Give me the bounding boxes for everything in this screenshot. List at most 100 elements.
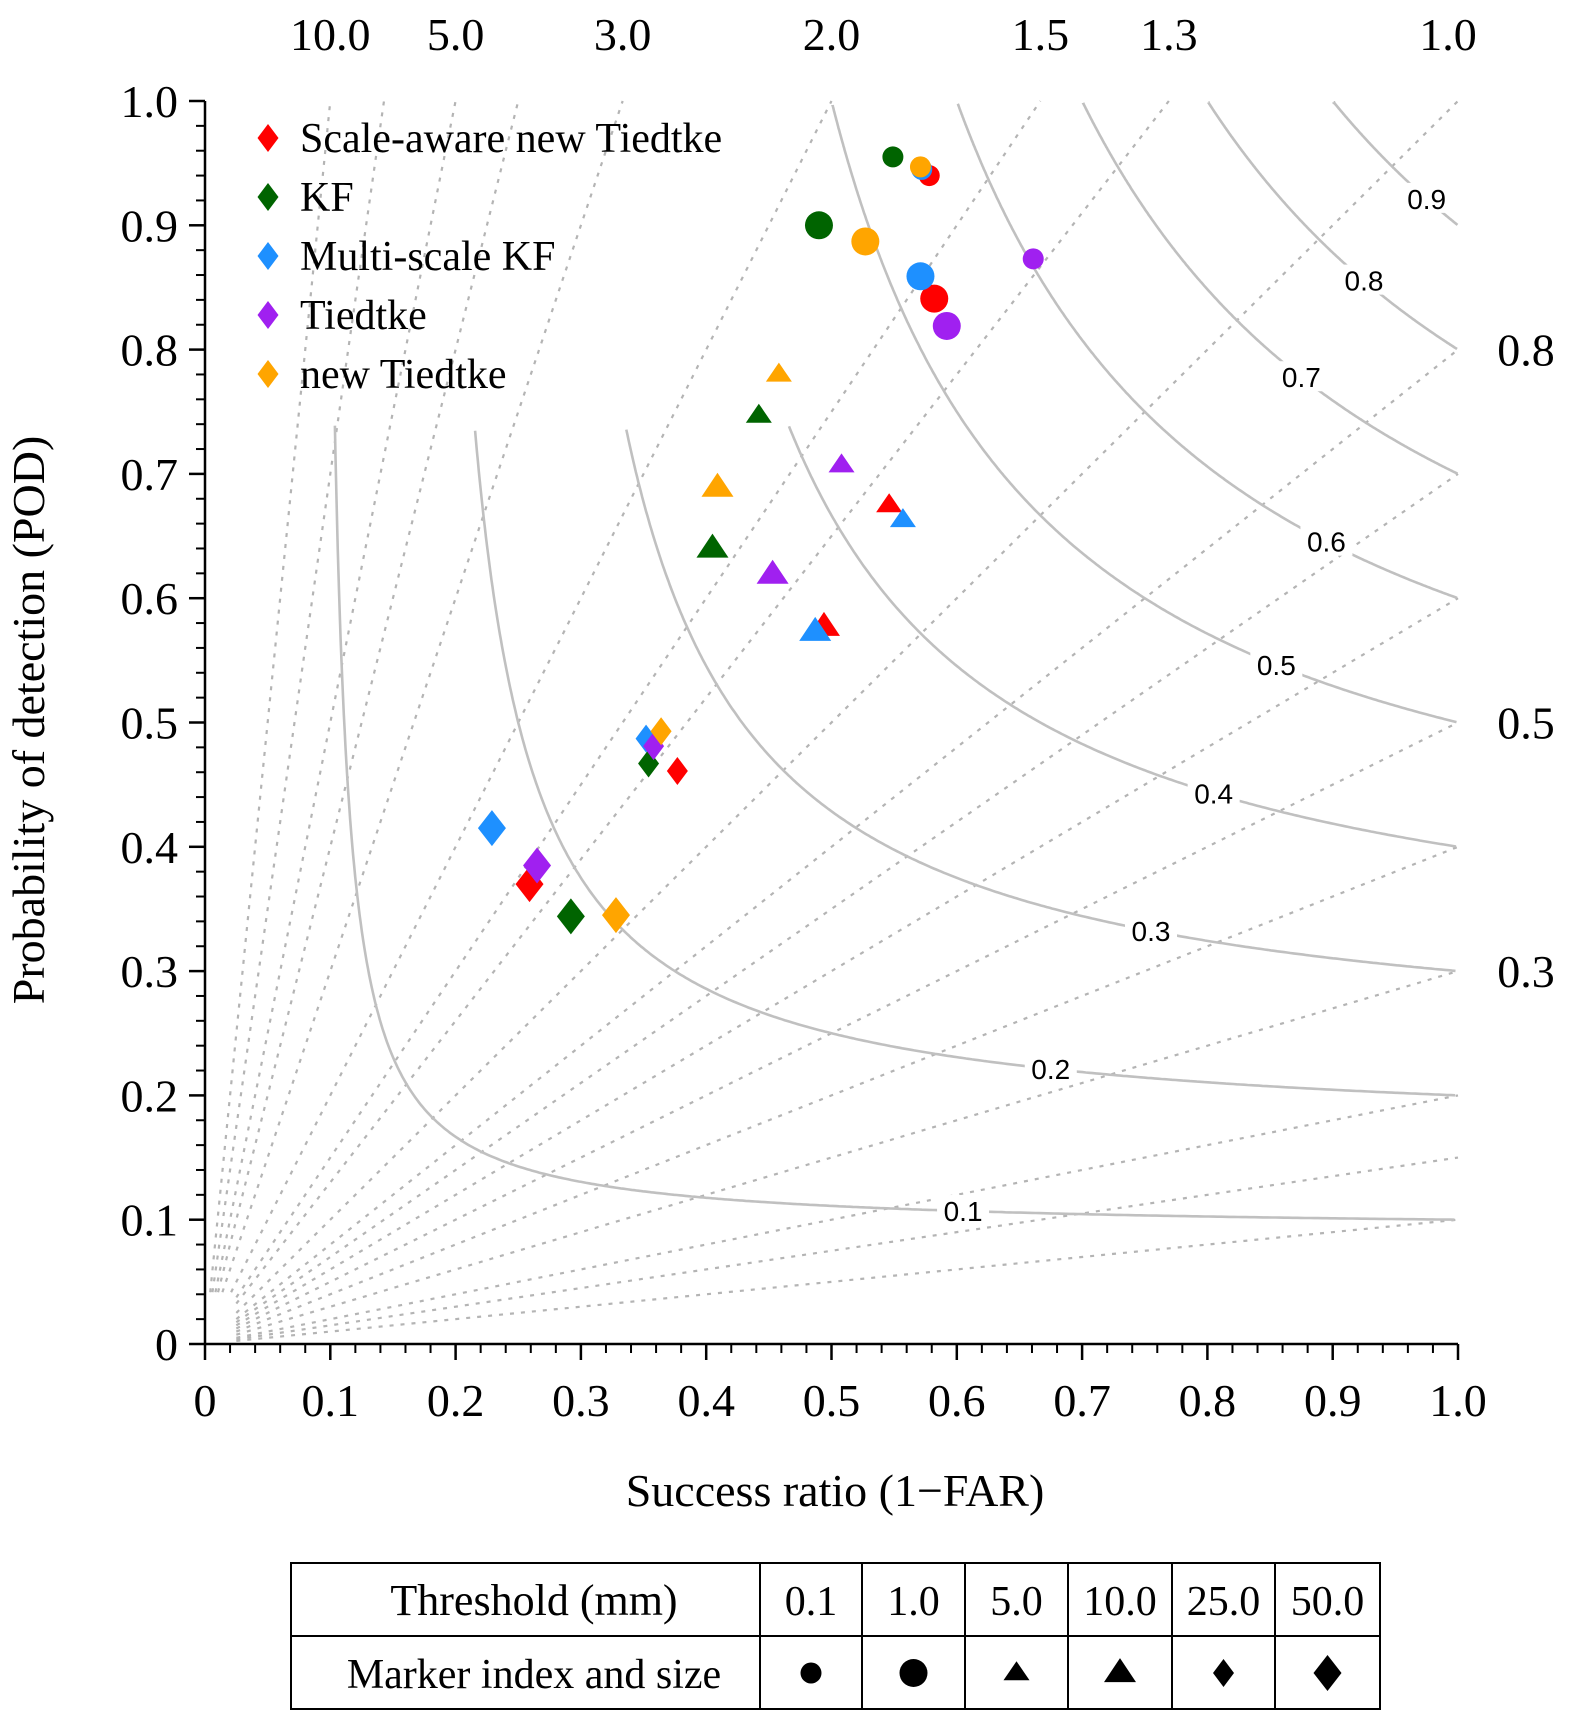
csi-label: 0.4 <box>1194 778 1233 809</box>
bias-line <box>214 100 457 1293</box>
table-threshold-value: 5.0 <box>990 1579 1043 1625</box>
y-tick-label: 1.0 <box>121 76 179 127</box>
bias-line <box>230 100 833 1293</box>
bias-line <box>235 100 1459 1314</box>
csi-label: 0.9 <box>1407 184 1446 215</box>
data-point <box>601 897 630 934</box>
threshold-header: Threshold (mm) <box>390 1576 677 1625</box>
y-tick-label: 0.4 <box>121 822 179 873</box>
csi-label: 0.7 <box>1282 362 1321 393</box>
y-tick-label: 0.6 <box>121 573 179 624</box>
y-tick-label: 0.1 <box>121 1195 179 1246</box>
x-tick-label: 0.5 <box>803 1375 861 1426</box>
legend-marker <box>257 360 279 388</box>
bias-labels: 10.0 5.0 3.0 2.0 1.5 1.3 1.0 0.8 0.5 0.3 <box>290 9 1555 997</box>
x-tick-label: 0.3 <box>552 1375 610 1426</box>
bias-line <box>235 721 1459 1330</box>
x-tick-label: 0.2 <box>427 1375 485 1426</box>
bias-line <box>235 845 1459 1333</box>
y-axis-ticks: 0 0.1 0.2 0.3 0.4 0.5 0.6 0.7 0.8 0.9 1.0 <box>121 76 205 1370</box>
table-marker <box>1213 1659 1234 1687</box>
y-tick-label: 0 <box>155 1319 178 1370</box>
y-tick-label: 0.2 <box>121 1070 179 1121</box>
legend-marker <box>257 124 279 152</box>
csi-label: 0.2 <box>1031 1054 1070 1085</box>
table-marker <box>1003 1661 1030 1681</box>
data-point <box>851 227 880 256</box>
x-tick-label: 0.4 <box>677 1375 735 1426</box>
data-point <box>909 156 931 178</box>
marker-table: Threshold (mm) Marker index and size 0.1… <box>290 1562 1381 1710</box>
data-point <box>882 146 904 168</box>
y-tick-label: 0.9 <box>121 200 179 251</box>
bias-lines <box>209 100 1459 1342</box>
bias-line <box>221 100 624 1293</box>
data-point <box>756 559 789 584</box>
legend: Scale-aware new Tiedtke KF Multi-scale KF T… <box>257 116 722 398</box>
data-point <box>1022 248 1044 270</box>
data-point <box>889 508 916 528</box>
legend-marker <box>257 301 279 329</box>
table-marker <box>899 1659 928 1687</box>
data-point <box>556 898 585 935</box>
bias-line <box>216 100 520 1293</box>
table-threshold-value: 0.1 <box>785 1579 838 1625</box>
data-point <box>799 616 832 641</box>
csi-label-bg <box>937 1195 990 1226</box>
y-tick-label: 0.3 <box>121 946 179 997</box>
legend-marker <box>257 242 279 270</box>
bias-line <box>236 1156 1459 1341</box>
x-tick-label: 1.0 <box>1429 1375 1487 1426</box>
csi-label-bg <box>1400 182 1453 213</box>
bias-line <box>236 1094 1459 1339</box>
bias-line <box>209 100 332 1293</box>
data-point <box>876 493 903 513</box>
data-point <box>828 453 855 473</box>
legend-label: Tiedtke <box>300 293 427 339</box>
bias-right-label: 0.3 <box>1497 946 1555 997</box>
x-tick-label: 0 <box>194 1375 217 1426</box>
data-point <box>696 533 729 558</box>
csi-label: 0.5 <box>1257 650 1296 681</box>
csi-contour <box>787 425 1457 848</box>
legend-label: KF <box>300 175 354 221</box>
table-threshold-value: 10.0 <box>1083 1579 1157 1625</box>
x-tick-label: 0.6 <box>928 1375 986 1426</box>
data-points <box>477 146 1044 935</box>
legend-label: Scale-aware new Tiedtke <box>300 116 722 162</box>
csi-contour <box>473 430 1456 1097</box>
csi-label-bg <box>1187 777 1240 808</box>
x-tick-label: 0.7 <box>1053 1375 1111 1426</box>
csi-label-bg <box>1300 525 1353 556</box>
csi-contour <box>1207 101 1458 351</box>
data-point <box>701 472 734 497</box>
legend-label: Multi-scale KF <box>300 234 555 280</box>
bias-top-label: 1.3 <box>1140 9 1198 60</box>
csi-label: 0.1 <box>944 1196 983 1227</box>
csi-label: 0.3 <box>1132 916 1171 947</box>
bias-line <box>235 100 1170 1305</box>
legend-marker <box>257 183 279 211</box>
data-point <box>523 847 552 884</box>
csi-label: 0.8 <box>1345 266 1384 297</box>
csi-label-bg <box>1338 264 1391 295</box>
bias-line <box>211 100 386 1293</box>
data-point <box>765 362 792 382</box>
table-marker <box>1104 1658 1136 1683</box>
x-axis-ticks: 0 0.1 0.2 0.3 0.4 0.5 0.6 0.7 0.8 0.9 1.0 <box>194 1344 1487 1426</box>
data-point <box>932 311 961 340</box>
bias-line <box>235 100 1042 1299</box>
y-tick-label: 0.8 <box>121 325 179 376</box>
y-tick-label: 0.7 <box>121 449 179 500</box>
y-axis-label: Probability of detection (POD) <box>3 436 54 1005</box>
csi-contour <box>333 425 1455 1221</box>
table-threshold-value: 25.0 <box>1187 1579 1261 1625</box>
x-tick-label: 0.9 <box>1304 1375 1362 1426</box>
csi-label-bg <box>1125 914 1178 945</box>
bias-top-label: 1.5 <box>1012 9 1070 60</box>
table-threshold-value: 50.0 <box>1291 1579 1365 1625</box>
table-marker <box>1313 1655 1342 1691</box>
bias-line <box>235 348 1459 1321</box>
marker-row-label: Marker index and size <box>347 1652 721 1698</box>
